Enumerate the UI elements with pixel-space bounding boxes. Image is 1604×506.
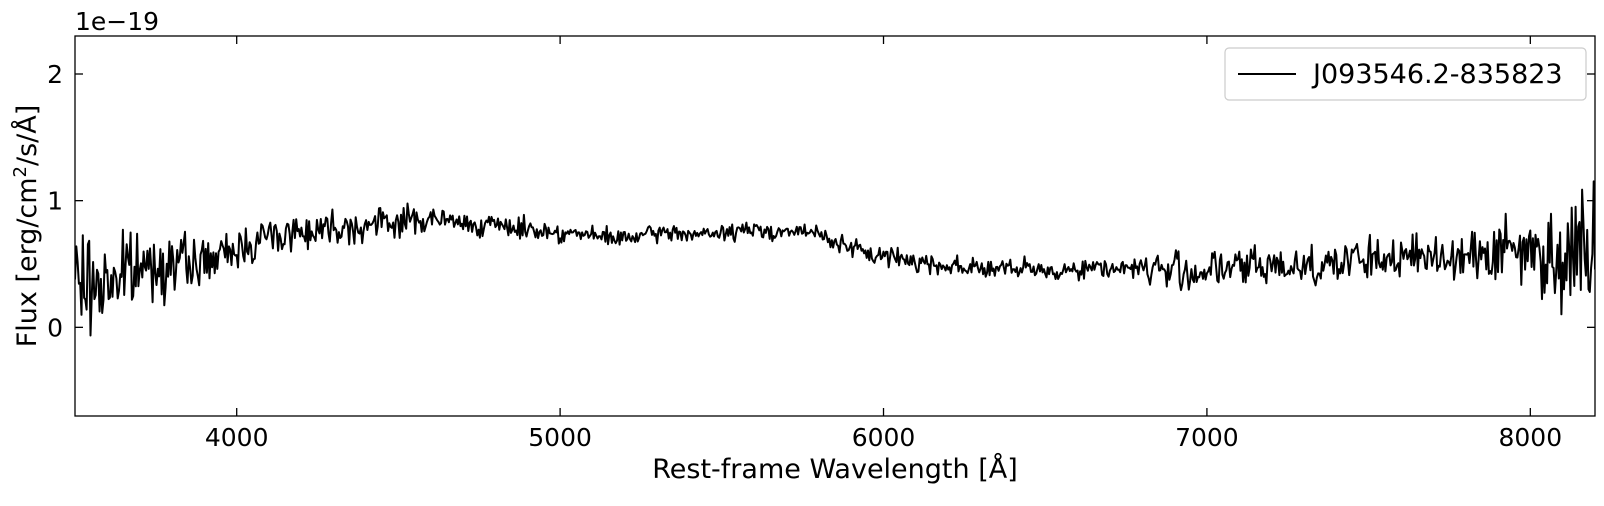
y-axis-label: Flux [erg/cm2/s/Å] xyxy=(10,105,43,348)
series-layer xyxy=(75,180,1595,337)
y-offset-text: 1e−19 xyxy=(75,7,159,36)
spectrum-line xyxy=(75,180,1595,337)
y-tick-label-1: 1 xyxy=(47,187,63,216)
y-tick-label-2: 2 xyxy=(47,60,63,89)
legend-box xyxy=(1224,47,1587,101)
legend-label: J093546.2-835823 xyxy=(1311,59,1563,90)
x-axis-label: Rest-frame Wavelength [Å] xyxy=(652,453,1018,485)
x-tick-label-7000: 7000 xyxy=(1175,423,1239,452)
x-tick-label-5000: 5000 xyxy=(528,423,592,452)
y-axis-label-main: Flux [erg/cm xyxy=(12,177,43,347)
plot-frame xyxy=(74,35,1596,417)
y-axis-label-tail: /s/Å] xyxy=(11,105,43,166)
x-tick-label-6000: 6000 xyxy=(852,423,916,452)
legend: J093546.2-835823 xyxy=(1224,47,1587,101)
y-tick-label-0: 0 xyxy=(47,313,63,342)
x-tick-label-8000: 8000 xyxy=(1499,423,1563,452)
ticks-layer: 4000 5000 6000 7000 8000 0 1 2 xyxy=(47,36,1595,452)
y-axis-label-superscript: 2 xyxy=(10,166,31,177)
x-tick-label-4000: 4000 xyxy=(205,423,269,452)
